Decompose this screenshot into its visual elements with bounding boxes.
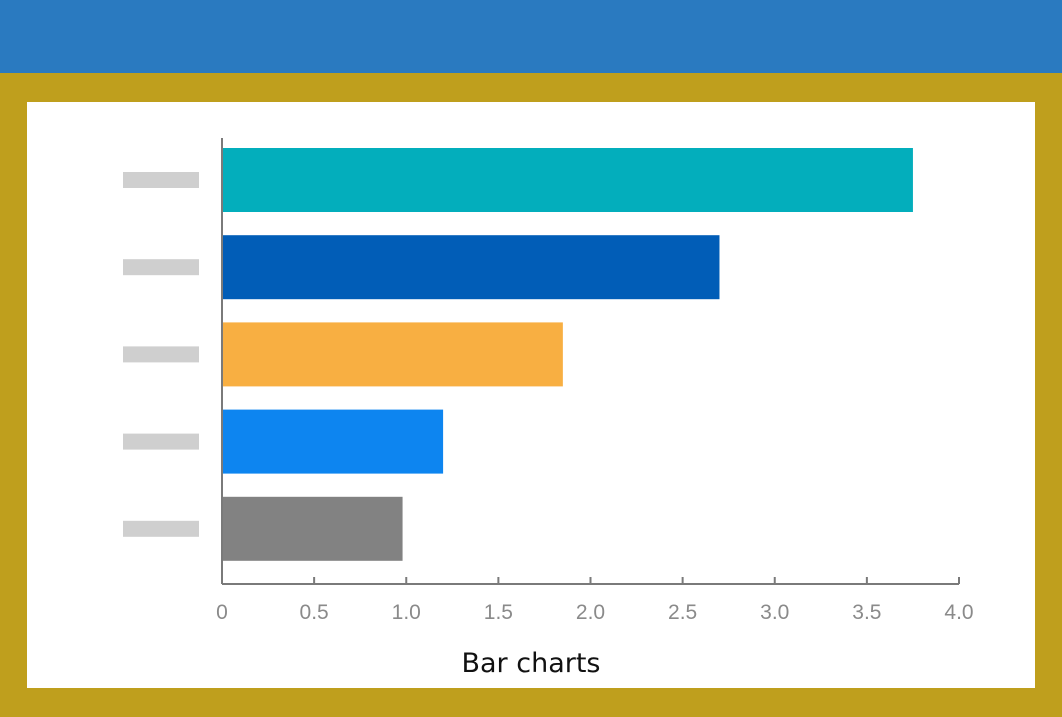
x-tick-label-6: 3.0 — [760, 601, 789, 624]
category-label-placeholder-5 — [123, 520, 199, 537]
x-tick-label-4: 2.0 — [576, 601, 605, 624]
bar-5 — [223, 496, 403, 561]
chart-caption: Bar charts — [461, 648, 601, 679]
category-label-placeholder-4 — [123, 433, 199, 450]
x-tick-label-1: 0.5 — [300, 601, 329, 624]
x-tick-label-5: 2.5 — [668, 601, 697, 624]
bar-1 — [223, 148, 913, 212]
top-banner — [0, 0, 1062, 73]
category-label-placeholder-1 — [123, 172, 199, 188]
category-label-placeholder-3 — [123, 346, 199, 363]
x-tick-label-7: 3.5 — [852, 601, 881, 624]
bar-4 — [223, 409, 444, 474]
bar-2 — [223, 235, 720, 300]
x-tick-label-0: 0 — [216, 601, 228, 624]
x-tick-label-8: 4.0 — [944, 601, 973, 624]
x-tick-label-3: 1.5 — [484, 601, 513, 624]
x-tick-label-2: 1.0 — [392, 601, 421, 624]
bar-3 — [223, 322, 563, 387]
category-label-placeholder-2 — [123, 259, 199, 276]
